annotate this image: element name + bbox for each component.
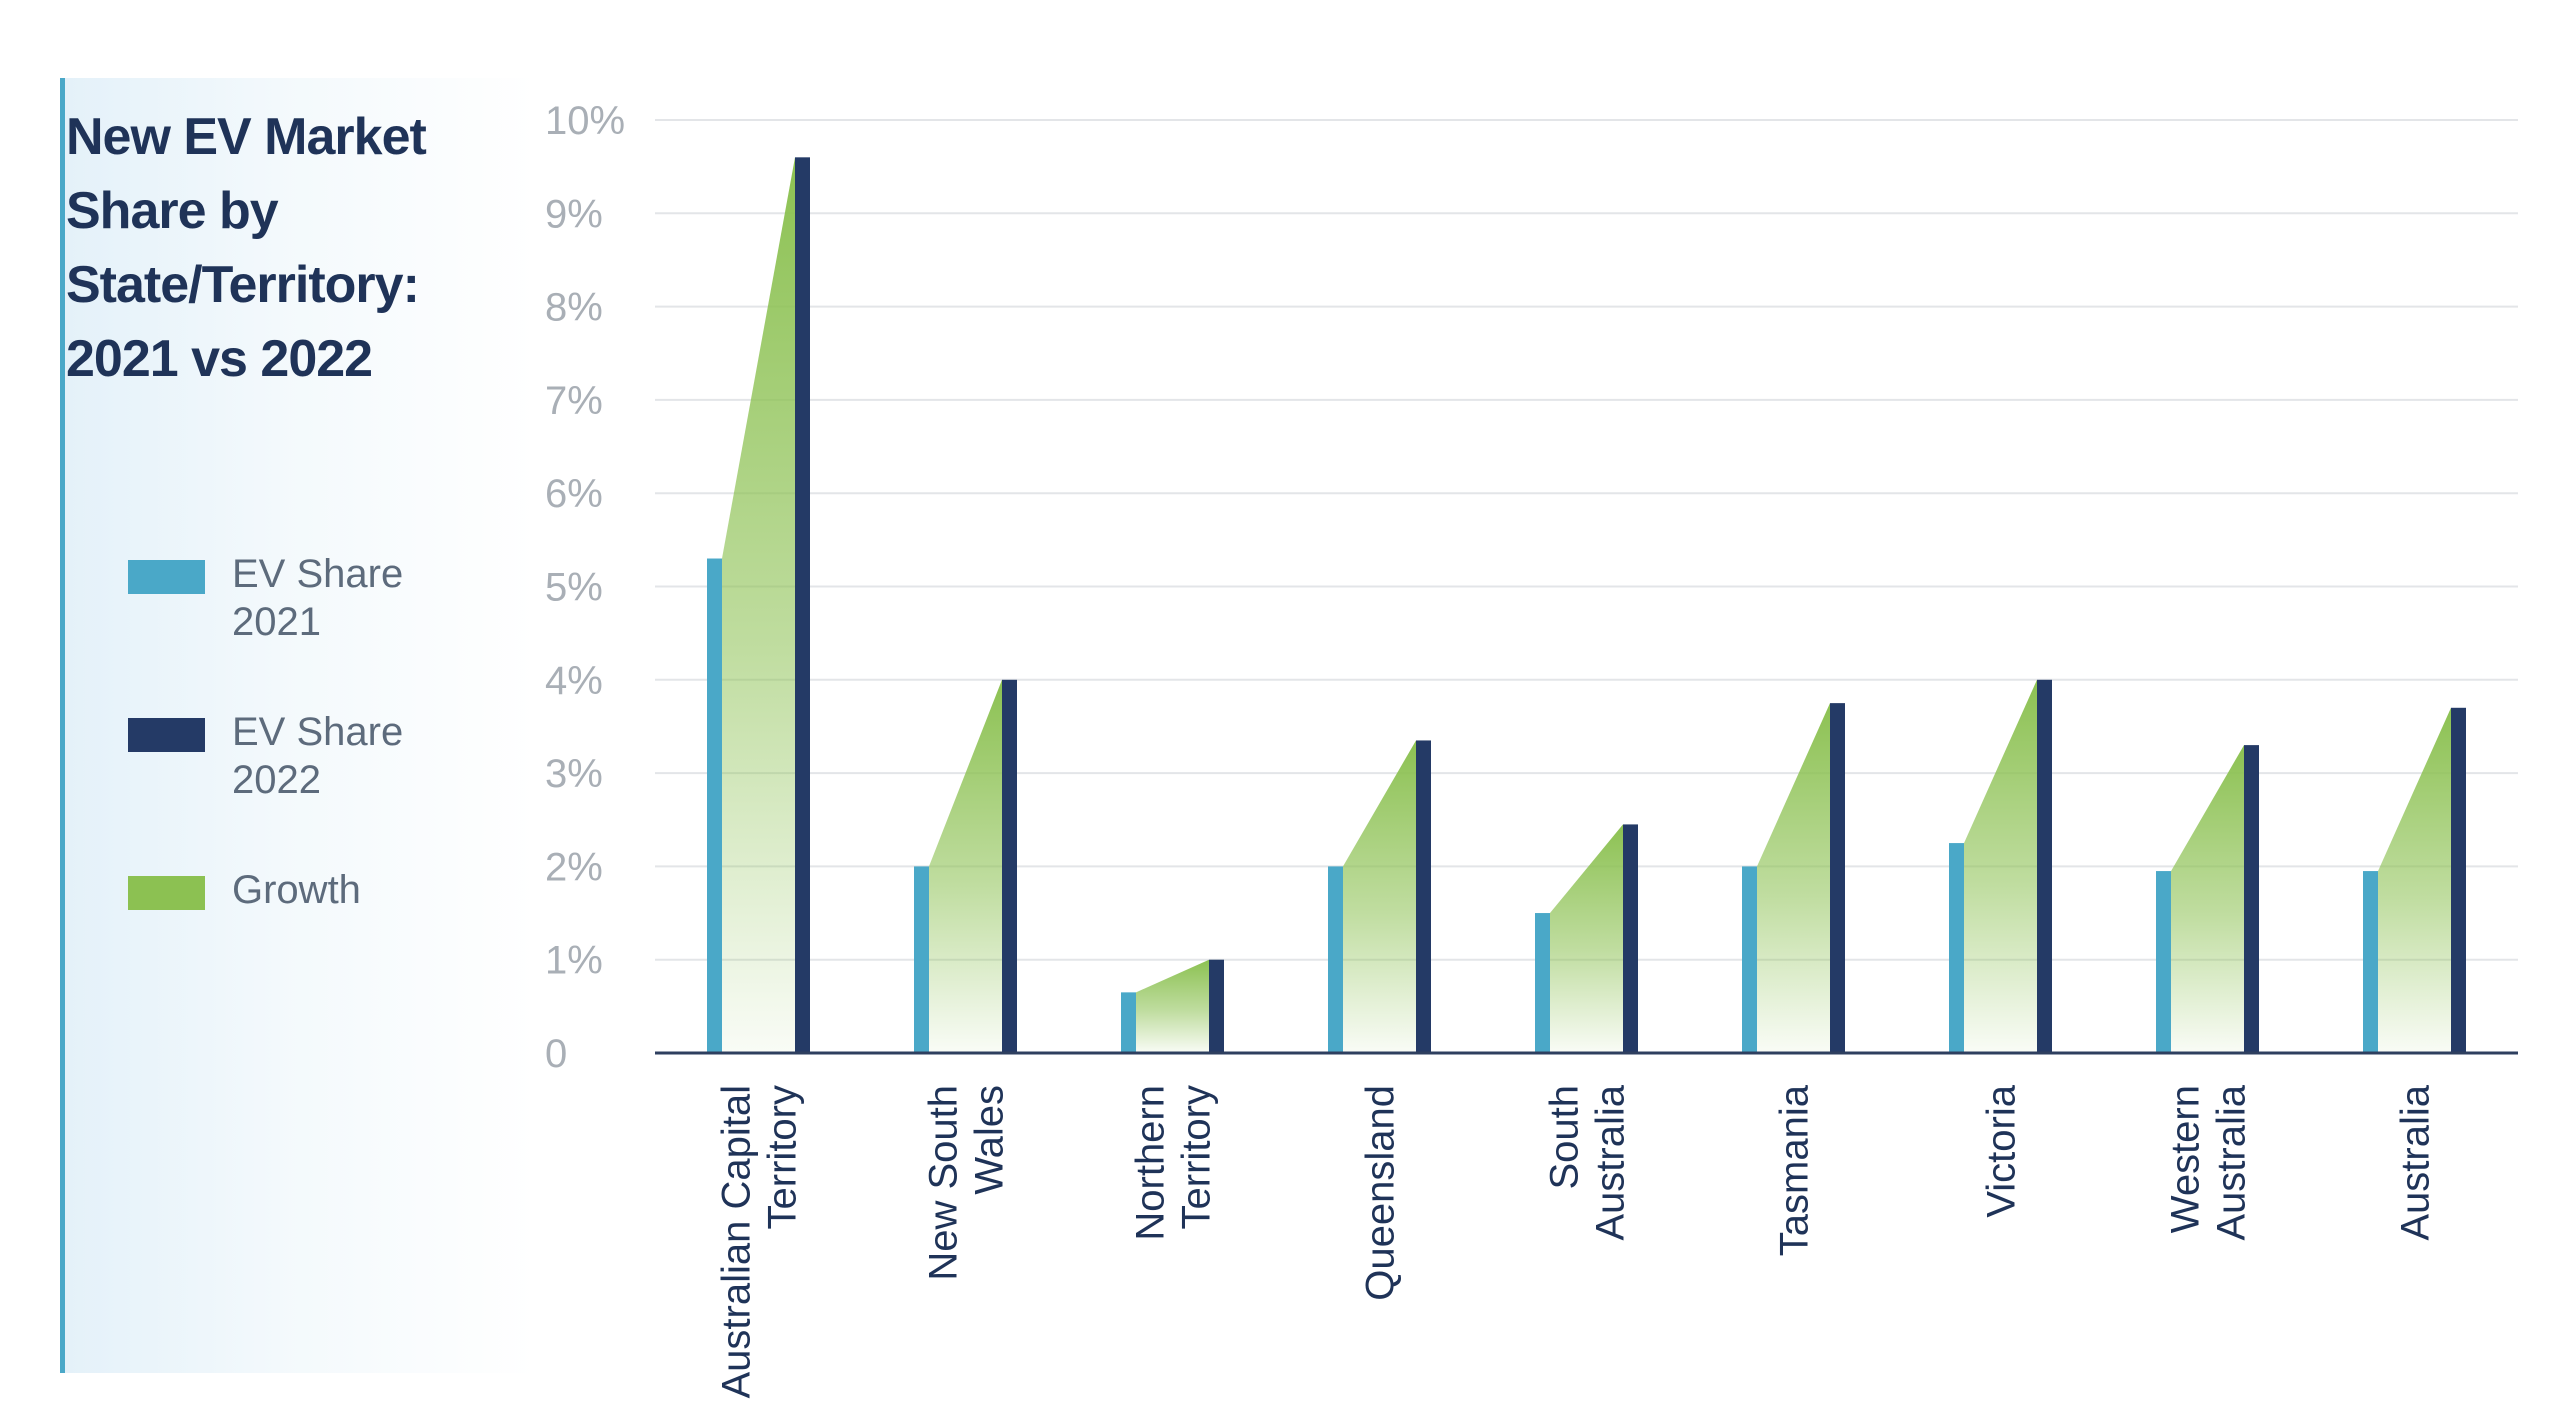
growth-area (1757, 703, 1830, 1053)
legend-swatch (128, 718, 205, 752)
growth-area (1550, 824, 1623, 1053)
growth-area (929, 679, 1002, 1053)
bar-ev-share-2022 (2037, 679, 2052, 1053)
bar-ev-share-2022 (1002, 679, 1017, 1053)
bar-ev-share-2021 (707, 558, 722, 1053)
bar-ev-share-2021 (914, 866, 929, 1053)
growth-area (2378, 707, 2451, 1053)
legend-label: EV Share 2021 (232, 552, 404, 644)
bar-ev-share-2021 (1328, 866, 1343, 1053)
x-tick-label: Australian CapitalTerritory (715, 1085, 805, 1399)
y-tick-label: 0 (545, 1032, 567, 1076)
x-tick-label: Tasmania (1773, 1084, 1817, 1256)
x-tick-label: WesternAustralia (2164, 1084, 2254, 1240)
y-tick-label: 5% (545, 566, 603, 610)
bar-ev-share-2022 (1209, 959, 1224, 1053)
x-tick-label: SouthAustralia (1543, 1084, 1633, 1240)
y-tick-label: 1% (545, 939, 603, 983)
y-tick-label: 2% (545, 845, 603, 889)
bar-ev-share-2021 (2156, 871, 2171, 1053)
growth-area (2171, 745, 2244, 1053)
bar-ev-share-2022 (2451, 707, 2466, 1053)
growth-area (1136, 959, 1209, 1053)
bar-ev-share-2021 (1121, 992, 1136, 1053)
y-tick-label: 9% (545, 192, 603, 236)
y-tick-label: 10% (545, 99, 625, 143)
x-tick-label: Victoria (1980, 1084, 2024, 1217)
legend-label: EV Share 2022 (232, 710, 404, 802)
bar-ev-share-2021 (1535, 913, 1550, 1053)
y-tick-label: 8% (545, 286, 603, 330)
bar-ev-share-2022 (1416, 740, 1431, 1053)
bar-ev-share-2022 (1623, 824, 1638, 1053)
bar-ev-share-2021 (2363, 871, 2378, 1053)
legend-swatch (128, 876, 205, 910)
x-tick-label: NorthernTerritory (1129, 1085, 1219, 1241)
growth-area (722, 157, 795, 1053)
legend-swatch (128, 560, 205, 594)
bar-ev-share-2022 (1830, 703, 1845, 1053)
legend-label: Growth (232, 868, 361, 912)
growth-area (1343, 740, 1416, 1053)
bar-ev-share-2021 (1949, 843, 1964, 1053)
bar-ev-share-2022 (795, 157, 810, 1053)
x-tick-label: Australia (2394, 1084, 2438, 1240)
y-tick-label: 7% (545, 379, 603, 423)
x-tick-label: Queensland (1359, 1085, 1403, 1301)
y-tick-label: 3% (545, 752, 603, 796)
y-tick-label: 6% (545, 472, 603, 516)
y-tick-label: 4% (545, 659, 603, 703)
bar-ev-share-2021 (1742, 866, 1757, 1053)
growth-area (1964, 679, 2037, 1053)
bar-ev-share-2022 (2244, 745, 2259, 1053)
x-tick-label: New SouthWales (922, 1085, 1012, 1281)
chart-title: New EV Market Share by State/Territory: … (66, 108, 427, 388)
